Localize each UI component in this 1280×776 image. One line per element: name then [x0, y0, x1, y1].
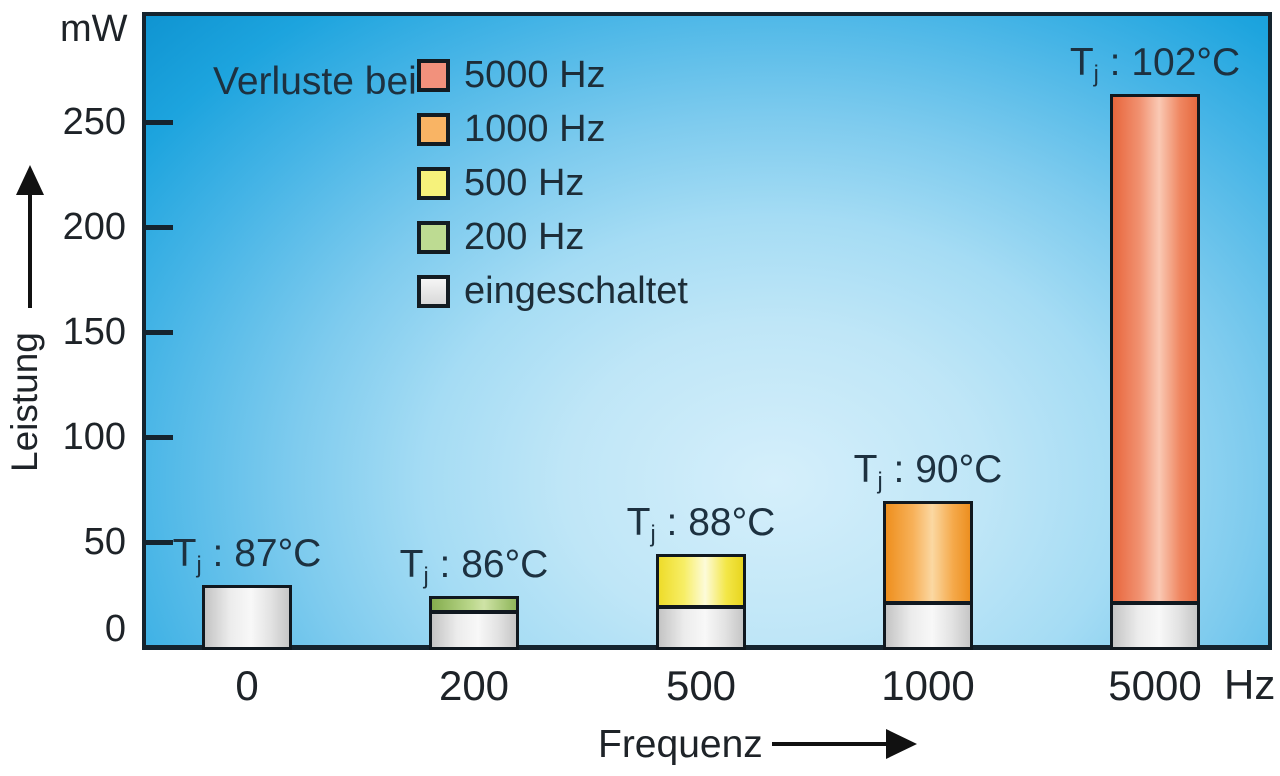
x-tick-label: 0	[235, 662, 259, 709]
y-tick-mark	[146, 330, 173, 335]
bar-segment-conduction-loss	[205, 588, 289, 647]
legend-swatch-gray	[417, 274, 450, 308]
x-axis-arrow-icon	[886, 729, 917, 759]
bar-segment-conduction-loss	[432, 614, 516, 647]
bar-segment-switching-loss	[1113, 97, 1197, 605]
y-tick-mark	[146, 435, 173, 440]
legend-swatch-green	[417, 220, 450, 254]
junction-temp-label: Tj : 87°C	[172, 532, 322, 578]
tj-subscript: j	[196, 551, 202, 578]
plot-area	[142, 12, 1272, 650]
tj-subscript: j	[877, 467, 883, 494]
bar-segment-conduction-loss	[1113, 605, 1197, 647]
y-tick-label: 250	[62, 101, 126, 143]
legend-row: 500 Hz	[417, 162, 688, 204]
tj-subscript: j	[423, 562, 429, 589]
junction-temp-label: Tj : 90°C	[853, 448, 1003, 494]
x-tick-label: 5000	[1108, 662, 1202, 709]
y-tick-label: 50	[83, 521, 126, 563]
legend-label: eingeschaltet	[464, 270, 688, 312]
legend-row: 5000 Hz	[417, 54, 688, 96]
x-tick-label: 200	[438, 662, 510, 709]
y-axis-unit-label: mW	[60, 8, 128, 50]
bar-500-hz	[656, 554, 746, 650]
legend-title: Verluste bei	[213, 60, 417, 103]
tj-subscript: j	[650, 520, 656, 547]
bar-segment-switching-loss	[432, 599, 516, 614]
y-tick-label: 200	[62, 206, 126, 248]
legend: 5000 Hz 1000 Hz 500 Hz 200 Hz eingeschaltet	[417, 54, 688, 328]
bar-200-hz	[429, 596, 519, 650]
bar-5000-hz	[1110, 94, 1200, 650]
junction-temp-label: Tj : 102°C	[1069, 41, 1241, 87]
x-tick-label: 1000	[881, 662, 975, 709]
x-axis-arrow-line	[772, 742, 888, 746]
bar-segment-conduction-loss	[659, 609, 743, 647]
x-tick-label: 500	[665, 662, 737, 709]
y-tick-mark	[146, 225, 173, 230]
y-tick-label: 100	[62, 416, 126, 458]
legend-row: 200 Hz	[417, 216, 688, 258]
legend-label: 5000 Hz	[464, 54, 606, 96]
junction-temp-label: Tj : 86°C	[399, 543, 549, 589]
y-tick-label: 150	[62, 311, 126, 353]
legend-label: 200 Hz	[464, 216, 585, 258]
bar-segment-switching-loss	[886, 504, 970, 605]
y-axis-arrow-line	[28, 191, 32, 308]
bar-1000-hz	[883, 501, 973, 650]
legend-swatch-orange	[417, 112, 450, 146]
junction-temp-label: Tj : 88°C	[626, 501, 776, 547]
bar-segment-switching-loss	[659, 557, 743, 609]
tj-subscript: j	[1093, 60, 1099, 87]
legend-row: 1000 Hz	[417, 108, 688, 150]
y-tick-mark	[146, 120, 173, 125]
x-axis-unit-label: Hz	[1224, 661, 1276, 708]
bar-0-hz	[202, 585, 292, 650]
x-axis-title: Frequenz	[598, 723, 763, 766]
legend-label: 1000 Hz	[464, 108, 606, 150]
legend-row: eingeschaltet	[417, 270, 688, 312]
y-tick-mark	[146, 540, 173, 545]
y-tick-label: 0	[104, 608, 126, 650]
bar-segment-conduction-loss	[886, 605, 970, 647]
legend-swatch-red	[417, 58, 450, 92]
legend-label: 500 Hz	[464, 162, 585, 204]
y-axis-arrow-icon	[16, 165, 44, 195]
legend-swatch-yellow	[417, 166, 450, 200]
